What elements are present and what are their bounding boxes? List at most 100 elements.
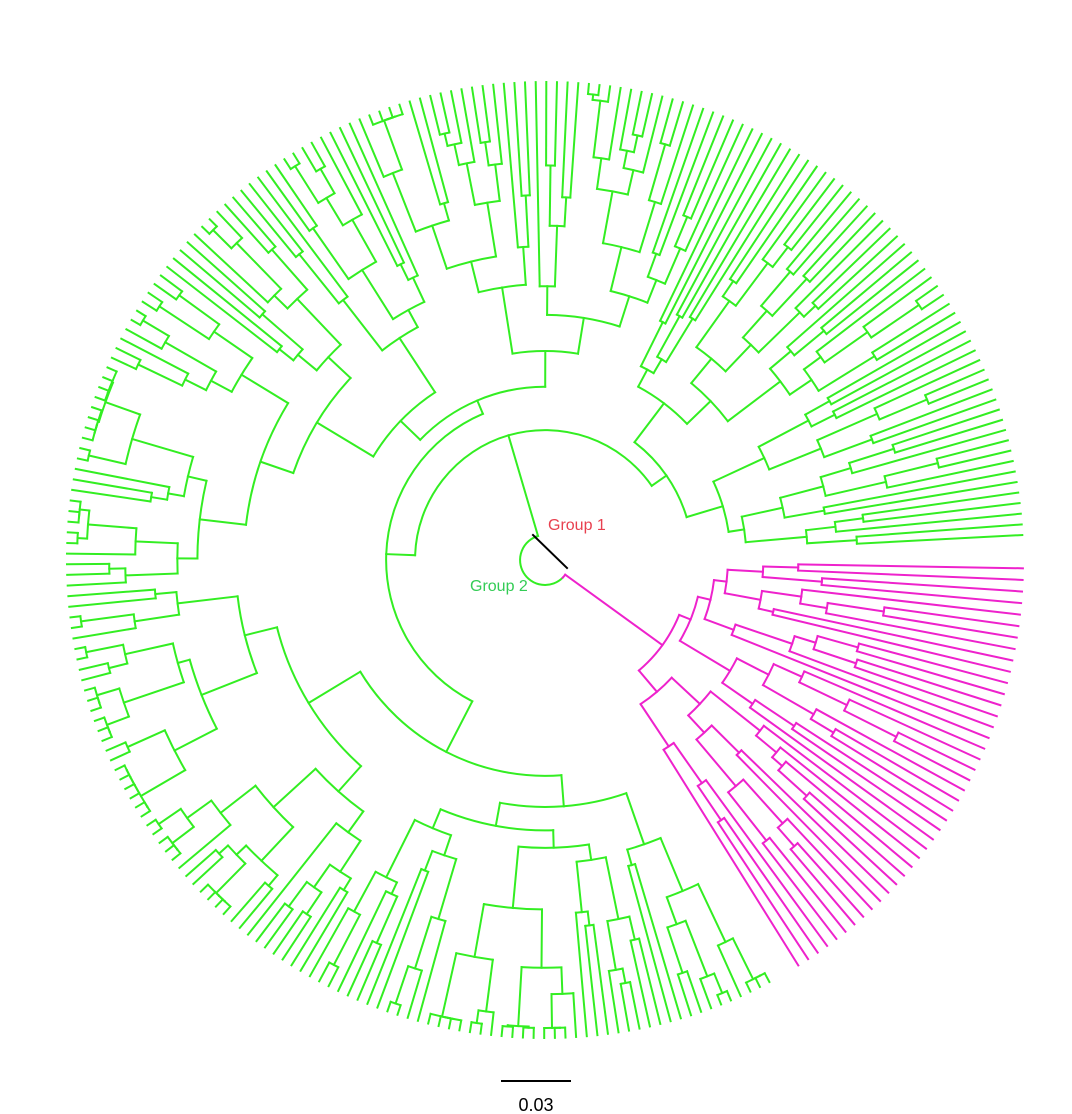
branch <box>468 1021 473 1034</box>
branch <box>270 248 309 292</box>
branch <box>211 228 233 250</box>
branch <box>437 857 458 921</box>
branch <box>260 312 305 351</box>
branch <box>511 1025 515 1038</box>
branch <box>815 412 879 442</box>
branch <box>310 141 327 168</box>
branch <box>140 809 152 818</box>
branch <box>647 143 667 202</box>
branch <box>830 734 954 812</box>
branch <box>66 572 111 576</box>
branch <box>757 310 802 354</box>
branch <box>761 575 823 583</box>
branch <box>893 418 1004 454</box>
branch <box>712 578 728 583</box>
branch <box>267 873 279 888</box>
branch <box>68 597 157 608</box>
branch <box>659 98 674 145</box>
branch <box>356 943 383 1002</box>
branch <box>761 841 838 941</box>
branch <box>81 671 112 682</box>
branch <box>256 176 349 299</box>
branch <box>685 504 725 519</box>
branch <box>65 552 137 556</box>
branch <box>223 203 270 255</box>
branch <box>76 537 89 540</box>
branch <box>430 224 449 270</box>
branch <box>794 721 948 822</box>
branch <box>413 915 433 970</box>
branch <box>761 171 827 261</box>
branch <box>761 683 816 716</box>
branch <box>317 961 331 983</box>
branch <box>141 300 158 313</box>
branch <box>272 910 305 955</box>
branch <box>835 349 977 420</box>
branch <box>668 101 685 147</box>
branch <box>710 724 741 755</box>
branch <box>601 190 614 245</box>
branch <box>299 890 349 973</box>
branch <box>484 958 494 1013</box>
group-1-label: Group 1 <box>548 517 606 534</box>
branch <box>235 241 283 291</box>
branch <box>259 460 295 475</box>
branch <box>442 202 451 222</box>
branch <box>158 305 211 341</box>
branch <box>384 818 417 879</box>
branch <box>238 887 274 930</box>
branch <box>637 937 662 1026</box>
branch <box>492 83 503 165</box>
branch <box>811 227 892 305</box>
branch <box>198 518 248 526</box>
branch <box>378 110 385 123</box>
branch <box>98 385 110 393</box>
branch <box>152 827 163 836</box>
branch <box>675 137 773 316</box>
branch <box>575 860 583 914</box>
branch <box>341 298 384 352</box>
branch <box>848 698 981 761</box>
branch <box>684 919 709 978</box>
branch <box>458 1019 463 1032</box>
branch <box>676 973 693 1017</box>
branch <box>673 215 689 248</box>
branch <box>119 773 131 781</box>
branch <box>215 210 244 240</box>
branch <box>716 820 810 961</box>
branch <box>914 284 939 303</box>
branch <box>105 741 127 752</box>
branch <box>230 881 267 923</box>
branch <box>870 302 951 354</box>
branch <box>823 480 1018 515</box>
branch <box>629 939 652 1028</box>
branch <box>685 399 713 426</box>
branch <box>104 400 142 416</box>
branch <box>609 245 623 293</box>
scale-bar-label: 0.03 <box>518 1095 553 1114</box>
branch <box>842 709 898 739</box>
branch <box>523 81 531 197</box>
branch <box>786 817 874 911</box>
branch <box>423 849 434 872</box>
branch <box>540 908 544 969</box>
branch <box>406 969 424 1020</box>
branch <box>398 336 437 394</box>
branch <box>873 358 981 410</box>
branch <box>209 379 234 394</box>
branch <box>819 251 913 330</box>
branch <box>176 595 239 605</box>
branch <box>792 329 826 357</box>
branch <box>486 201 498 258</box>
branch <box>440 952 458 1018</box>
branch <box>730 633 990 740</box>
branch <box>802 355 823 371</box>
branch <box>159 274 184 293</box>
branch <box>184 848 218 878</box>
branch <box>85 643 125 654</box>
branch <box>696 595 712 602</box>
branch <box>897 731 976 772</box>
branch <box>141 319 171 338</box>
